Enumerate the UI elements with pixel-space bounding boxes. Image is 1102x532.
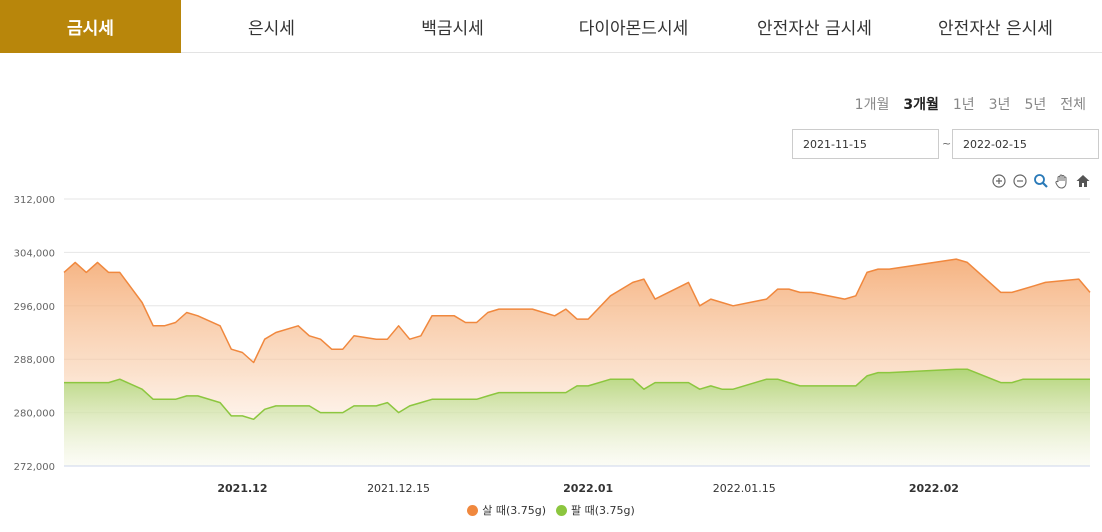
x-tick-label: 2022.02 [909, 482, 959, 495]
start-date-input[interactable]: 2021-11-15 [792, 129, 939, 159]
x-tick-label: 2021.12 [217, 482, 267, 495]
pan-hand-icon[interactable] [1053, 172, 1071, 190]
tab-2[interactable]: 백금시세 [421, 19, 484, 39]
y-tick-label: 272,000 [14, 462, 55, 473]
y-tick-label: 304,000 [14, 248, 55, 259]
period-selector: 1개월 3개월 1년 3년 5년 전체 [841, 94, 1086, 114]
series-area-1 [64, 369, 1090, 466]
tab-4[interactable]: 안전자산 금시세 [757, 19, 872, 39]
y-tick-label: 288,000 [14, 355, 55, 366]
series-line-0[interactable] [63, 258, 1091, 364]
legend-item-1[interactable]: 팔 때(3.75g) [556, 502, 635, 518]
magnifier-icon[interactable] [1032, 172, 1050, 190]
end-date-input[interactable]: 2022-02-15 [952, 129, 1099, 159]
period-option-0[interactable]: 1개월 [854, 97, 890, 113]
period-option-5[interactable]: 전체 [1060, 97, 1086, 113]
legend-label: 팔 때(3.75g) [571, 504, 635, 517]
legend-label: 살 때(3.75g) [482, 504, 546, 517]
metal-tabs: 금시세 은시세 백금시세 다이아몬드시세 안전자산 금시세 안전자산 은시세 [0, 0, 1102, 53]
series-line-1[interactable] [64, 368, 1090, 421]
y-tick-label: 280,000 [14, 409, 55, 420]
legend-item-0[interactable]: 살 때(3.75g) [467, 502, 546, 518]
tab-1[interactable]: 은시세 [248, 19, 295, 39]
y-tick-label: 296,000 [14, 302, 55, 313]
zoom-in-icon[interactable] [990, 172, 1008, 190]
x-tick-label: 2022.01.15 [713, 482, 776, 495]
date-range-separator: ~ [942, 137, 952, 150]
x-tick-label: 2022.01 [563, 482, 613, 495]
chart-toolbar [990, 172, 1092, 190]
legend-marker [556, 504, 567, 516]
period-option-4[interactable]: 5년 [1024, 97, 1047, 113]
tab-5[interactable]: 안전자산 은시세 [938, 19, 1053, 39]
y-tick-label: 312,000 [14, 195, 55, 206]
tab-0[interactable]: 금시세 [0, 0, 181, 53]
home-icon[interactable] [1074, 172, 1092, 190]
zoom-out-icon[interactable] [1011, 172, 1029, 190]
period-option-3[interactable]: 3년 [988, 97, 1011, 113]
legend-marker [467, 504, 479, 516]
period-option-1[interactable]: 3개월 [903, 97, 939, 113]
chart-legend: 살 때(3.75g) 팔 때(3.75g) [0, 502, 1102, 518]
x-tick-label: 2021.12.15 [367, 482, 430, 495]
gold-price-chart[interactable]: 312,000 304,000 296,000 288,000 280,000 272,0… [0, 186, 1102, 500]
tab-3[interactable]: 다이아몬드시세 [578, 19, 689, 39]
period-option-2[interactable]: 1년 [952, 97, 975, 113]
